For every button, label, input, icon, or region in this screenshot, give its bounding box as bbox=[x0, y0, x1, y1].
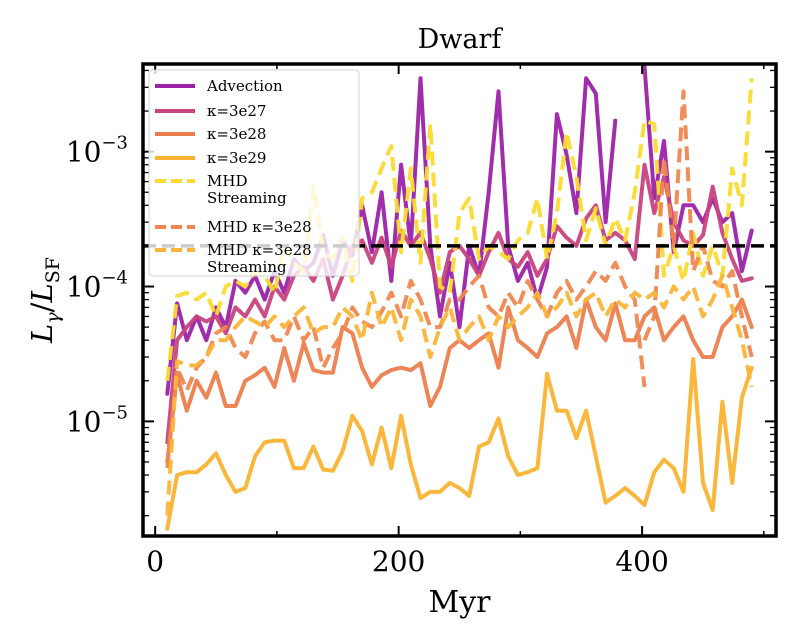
y-tick-exponent: −5 bbox=[101, 402, 128, 423]
series-line-5 bbox=[165, 78, 754, 382]
legend-label-line: κ=3e28 bbox=[207, 125, 266, 143]
legend-label: Advection bbox=[206, 77, 283, 95]
legend-label-line: κ=3e27 bbox=[207, 102, 266, 120]
y-label-sub-sf: SF bbox=[42, 257, 64, 283]
legend-label: MHD Streaming bbox=[207, 172, 287, 207]
plot-area bbox=[165, 64, 754, 531]
legend-label-line: MHD κ=3e28 bbox=[207, 241, 312, 259]
legend-label: MHD κ=3e28 Streaming bbox=[207, 241, 312, 276]
legend-label: κ=3e29 bbox=[207, 149, 266, 167]
legend-label: MHD κ=3e28 bbox=[207, 218, 312, 236]
y-label-slash: / bbox=[25, 302, 59, 312]
plot-frame bbox=[141, 62, 778, 538]
chart-title: Dwarf bbox=[418, 24, 504, 55]
series-line-7 bbox=[165, 273, 754, 516]
legend-label-line: MHD bbox=[207, 172, 247, 190]
y-tick-exponent: −4 bbox=[101, 268, 128, 289]
x-tick-label: 400 bbox=[615, 545, 668, 578]
legend-label-line: κ=3e29 bbox=[207, 149, 266, 167]
legend-label: κ=3e28 bbox=[207, 125, 266, 143]
y-tick-exponent: −3 bbox=[101, 133, 128, 154]
series-line-4 bbox=[165, 357, 754, 531]
series-line-6 bbox=[165, 89, 754, 469]
y-tick-base: 10 bbox=[66, 271, 102, 304]
legend-label-line: Streaming bbox=[207, 258, 287, 276]
x-axis-label: Myr bbox=[428, 585, 491, 620]
legend-label-line: Advection bbox=[206, 77, 283, 95]
legend-box bbox=[148, 69, 360, 277]
legend-label-line: Streaming bbox=[207, 189, 287, 207]
x-tick-label: 200 bbox=[372, 545, 425, 578]
y-label-sub-gamma: γ bbox=[42, 312, 64, 324]
legend-label: κ=3e27 bbox=[207, 102, 266, 120]
y-tick-label: 10−3 bbox=[66, 133, 128, 169]
x-tick-label: 0 bbox=[146, 545, 164, 578]
y-tick-base: 10 bbox=[66, 405, 102, 438]
y-tick-label: 10−4 bbox=[66, 268, 128, 304]
series-line-1 bbox=[165, 64, 754, 396]
legend-label-line: MHD κ=3e28 bbox=[207, 218, 312, 236]
y-tick-base: 10 bbox=[66, 136, 102, 169]
y-tick-label: 10−5 bbox=[66, 402, 128, 438]
